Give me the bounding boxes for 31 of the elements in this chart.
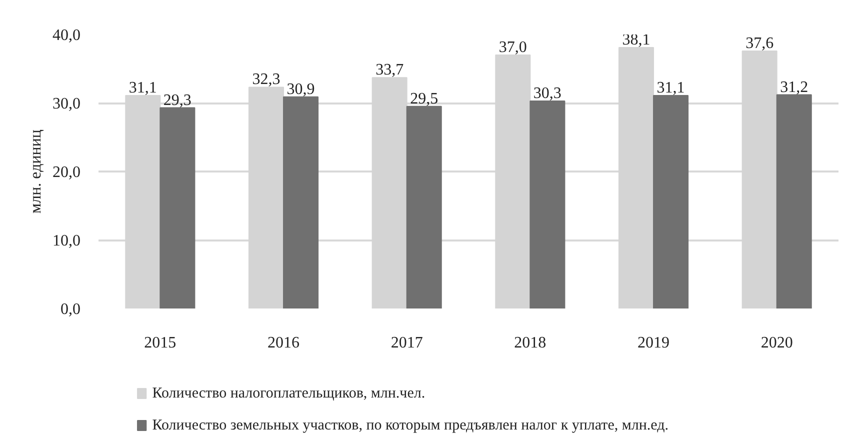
bar	[406, 106, 442, 308]
x-tick-label: 2018	[514, 334, 546, 352]
data-label: 30,3	[533, 84, 562, 102]
x-tick-label: 2016	[268, 334, 300, 352]
data-label: 30,9	[286, 80, 315, 98]
data-label: 31,1	[656, 79, 685, 96]
x-tick-label: 2017	[390, 334, 423, 352]
bar	[530, 100, 566, 308]
data-label: 31,1	[128, 79, 157, 96]
bar	[776, 94, 812, 308]
data-label: 37,0	[498, 39, 527, 56]
data-label: 33,7	[376, 62, 404, 79]
bar	[653, 94, 689, 308]
bar	[283, 96, 319, 308]
data-label: 29,3	[163, 92, 192, 109]
bar	[160, 107, 196, 308]
data-label: 37,6	[746, 34, 774, 52]
data-label: 29,5	[410, 90, 438, 108]
x-tick-label: 2015	[144, 334, 176, 352]
y-tick-label: 20,0	[52, 164, 80, 181]
data-label: 32,3	[252, 71, 280, 88]
y-tick-label: 40,0	[52, 27, 80, 44]
y-tick-label: 30,0	[52, 96, 80, 112]
y-tick-label: 10,0	[52, 232, 80, 250]
y-axis-title: млн. единиц	[28, 129, 44, 214]
x-tick-label: 2020	[760, 334, 793, 352]
y-tick-label: 0,0	[60, 301, 80, 318]
legend-label: Количество земельных участков, по которым предъявлен налог к уплате, млн.ед.	[152, 418, 668, 434]
legend-label: Количество налогоплательщиков, млн.чел.	[152, 386, 426, 402]
data-label: 31,2	[780, 78, 808, 96]
x-tick-label: 2019	[638, 334, 670, 352]
